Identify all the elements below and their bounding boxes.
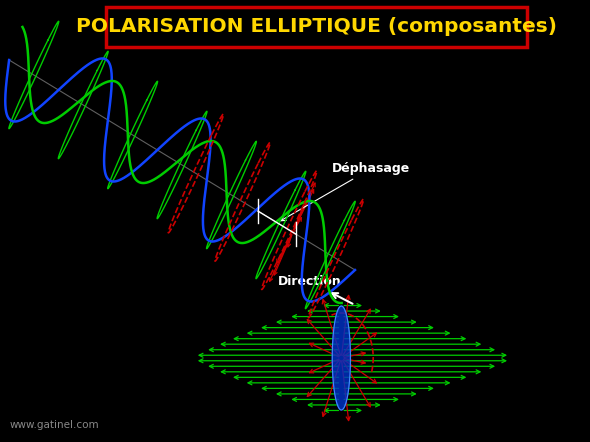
Text: Déphasage: Déphasage: [281, 162, 411, 221]
Polygon shape: [332, 306, 350, 410]
Text: www.gatinel.com: www.gatinel.com: [9, 420, 99, 430]
Text: POLARISATION ELLIPTIQUE (composantes): POLARISATION ELLIPTIQUE (composantes): [76, 18, 558, 37]
Text: Direction: Direction: [278, 275, 353, 304]
FancyBboxPatch shape: [107, 7, 527, 47]
